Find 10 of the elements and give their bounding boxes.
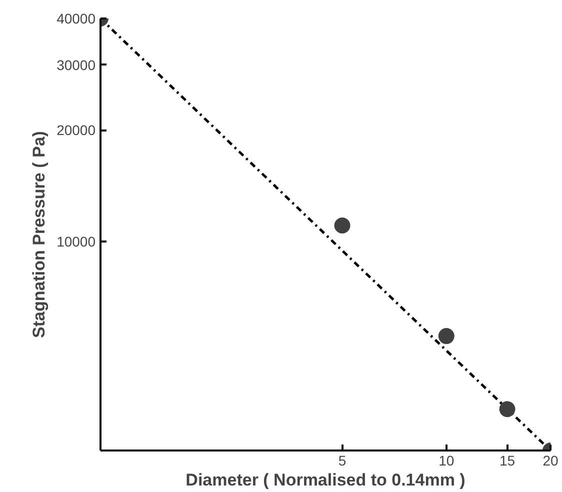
x-tick-label: 20 xyxy=(542,452,558,468)
y-tick-label: 20000 xyxy=(56,122,96,138)
y-axis-title: Stagnation Pressure ( Pa) xyxy=(30,131,49,338)
x-axis-title: Diameter ( Normalised to 0.14mm ) xyxy=(186,470,466,490)
x-tick-label: 15 xyxy=(500,452,516,468)
y-tick-label: 30000 xyxy=(56,56,96,73)
x-tick-label: 5 xyxy=(338,452,346,468)
y-tick-label: 40000 xyxy=(56,10,96,26)
y-tick-label: 10000 xyxy=(56,234,96,250)
x-tick-label: 10 xyxy=(438,452,454,468)
